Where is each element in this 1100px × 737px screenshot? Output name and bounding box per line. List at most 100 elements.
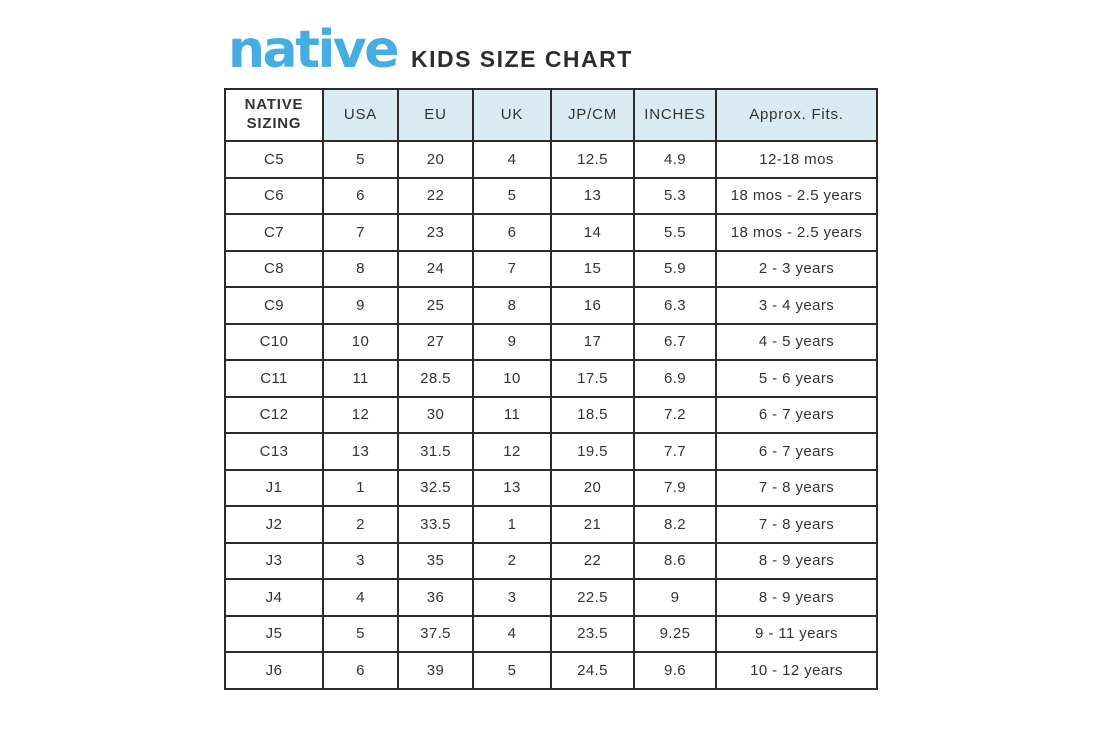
size-cell: 2 [322,505,399,544]
native-size-cell: C6 [224,176,324,215]
size-cell: 30 [397,395,474,434]
page-title: KIDS SIZE CHART [410,46,633,72]
size-cell: 27 [397,322,474,361]
size-cell: 4 [322,578,399,617]
size-cell: 33.5 [397,505,474,544]
table-row: J3 3 35 2 22 8.6 8 - 9 years [224,541,878,580]
size-cell: 10 - 12 years [715,651,878,690]
size-cell: 20 [550,468,635,507]
size-cell: 8 - 9 years [715,578,878,617]
size-cell: 36 [397,578,474,617]
table-row: C7 7 23 6 14 5.5 18 mos - 2.5 years [224,213,878,252]
table-row: C9 9 25 8 16 6.3 3 - 4 years [224,286,878,325]
size-chart: NATIVE SIZING USA EU UK JP/CM INCHES Approx. F… [224,88,878,690]
table-row: C11 11 28.5 10 17.5 6.9 5 - 6 years [224,359,878,398]
size-cell: 9 [322,286,399,325]
native-size-cell: C10 [224,322,324,361]
size-cell: 18.5 [550,395,635,434]
table-row: C13 13 31.5 12 19.5 7.7 6 - 7 years [224,432,878,471]
table-row: J2 2 33.5 1 21 8.2 7 - 8 years [224,505,878,544]
size-cell: 6 [322,176,399,215]
header-row: NATIVE SIZING USA EU UK JP/CM INCHES Approx. F… [224,88,878,142]
size-cell: 12.5 [550,140,635,179]
size-cell: 28.5 [397,359,474,398]
size-cell: 2 [472,541,552,580]
table-row: J5 5 37.5 4 23.5 9.25 9 - 11 years [224,614,878,653]
size-table-body: C5 5 20 4 12.5 4.9 12-18 mos C6 6 22 5 13 5.3 18 mos … [224,140,878,690]
size-cell: 14 [550,213,635,252]
size-cell: 12 [472,432,552,471]
table-row: C5 5 20 4 12.5 4.9 12-18 mos [224,140,878,179]
size-cell: 10 [472,359,552,398]
size-cell: 21 [550,505,635,544]
native-size-cell: J6 [224,651,324,690]
table-row: C12 12 30 11 18.5 7.2 6 - 7 years [224,395,878,434]
column-header-inches: INCHES [633,88,717,142]
size-cell: 6.7 [633,322,717,361]
native-size-cell: J4 [224,578,324,617]
size-cell: 17.5 [550,359,635,398]
native-size-cell: C7 [224,213,324,252]
native-size-cell: C8 [224,249,324,288]
size-cell: 18 mos - 2.5 years [715,213,878,252]
table-row: C10 10 27 9 17 6.7 4 - 5 years [224,322,878,361]
size-cell: 5 [322,614,399,653]
size-cell: 9 [633,578,717,617]
page-header: native KIDS SIZE CHART [228,24,633,76]
size-cell: 13 [322,432,399,471]
size-cell: 31.5 [397,432,474,471]
native-size-cell: C11 [224,359,324,398]
size-cell: 2 - 3 years [715,249,878,288]
size-cell: 6 - 7 years [715,432,878,471]
size-cell: 24 [397,249,474,288]
size-cell: 7 [472,249,552,288]
size-cell: 37.5 [397,614,474,653]
native-size-cell: J5 [224,614,324,653]
column-header-native-sizing: NATIVE SIZING [224,88,324,142]
size-cell: 6.9 [633,359,717,398]
size-cell: 7 - 8 years [715,505,878,544]
size-cell: 8 [322,249,399,288]
table-row: J6 6 39 5 24.5 9.6 10 - 12 years [224,651,878,690]
size-cell: 9 - 11 years [715,614,878,653]
size-cell: 4.9 [633,140,717,179]
size-cell: 19.5 [550,432,635,471]
table-row: C6 6 22 5 13 5.3 18 mos - 2.5 years [224,176,878,215]
size-cell: 6 [322,651,399,690]
size-cell: 5 [472,651,552,690]
size-cell: 3 - 4 years [715,286,878,325]
column-header-approx-fits: Approx. Fits. [715,88,878,142]
size-table-head: NATIVE SIZING USA EU UK JP/CM INCHES Approx. F… [224,88,878,142]
size-cell: 22 [550,541,635,580]
size-cell: 7 - 8 years [715,468,878,507]
size-cell: 7.2 [633,395,717,434]
size-cell: 7.7 [633,432,717,471]
size-cell: 11 [322,359,399,398]
size-cell: 39 [397,651,474,690]
native-logo: native [228,20,399,80]
size-cell: 18 mos - 2.5 years [715,176,878,215]
size-cell: 35 [397,541,474,580]
size-cell: 13 [550,176,635,215]
size-cell: 8 [472,286,552,325]
native-size-cell: C9 [224,286,324,325]
column-header-uk: UK [472,88,552,142]
size-cell: 8 - 9 years [715,541,878,580]
size-cell: 5 [472,176,552,215]
size-cell: 24.5 [550,651,635,690]
size-cell: 5.3 [633,176,717,215]
native-size-cell: J1 [224,468,324,507]
size-cell: 15 [550,249,635,288]
size-cell: 11 [472,395,552,434]
size-cell: 17 [550,322,635,361]
size-cell: 7 [322,213,399,252]
size-cell: 5 [322,140,399,179]
size-cell: 8.6 [633,541,717,580]
size-cell: 7.9 [633,468,717,507]
table-row: J1 1 32.5 13 20 7.9 7 - 8 years [224,468,878,507]
native-size-cell: J3 [224,541,324,580]
size-cell: 9.6 [633,651,717,690]
size-cell: 13 [472,468,552,507]
table-row: J4 4 36 3 22.5 9 8 - 9 years [224,578,878,617]
